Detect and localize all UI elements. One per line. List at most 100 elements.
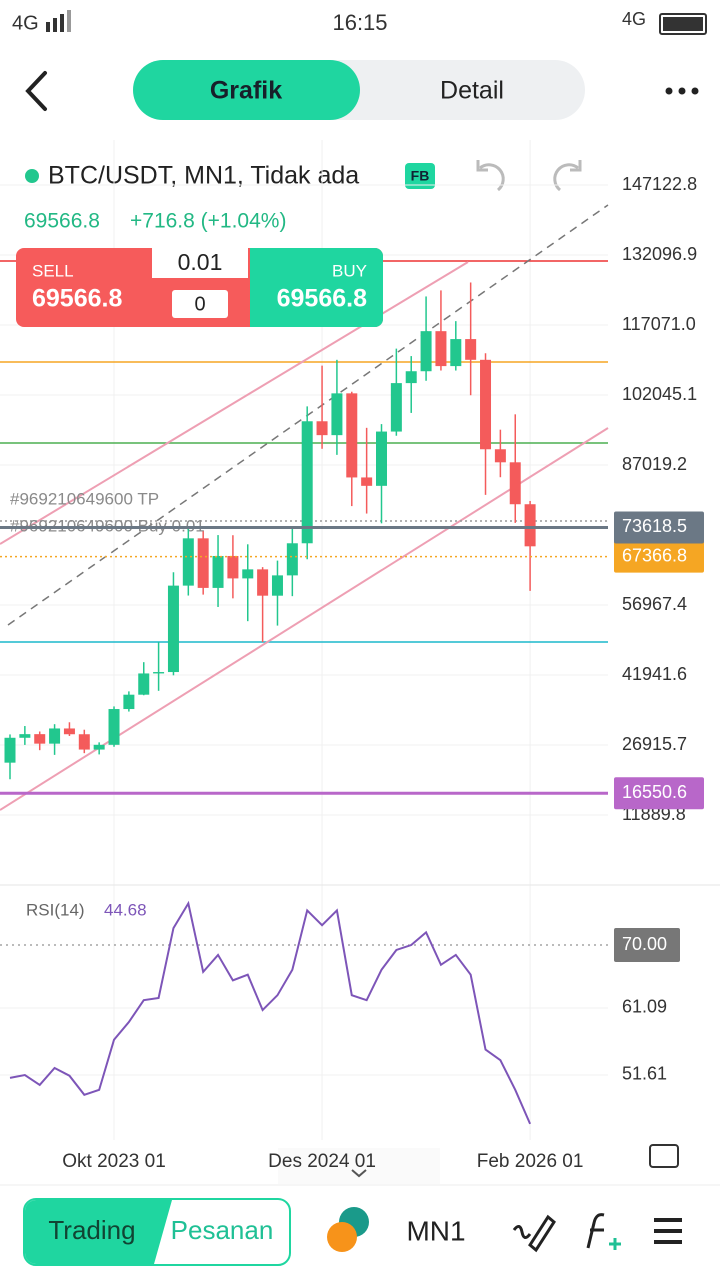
candle-body (78, 734, 90, 750)
candle-body (435, 331, 447, 367)
candle-body (316, 421, 328, 436)
candle-body (34, 734, 46, 744)
battery (659, 13, 707, 35)
draw-tool[interactable] (512, 1214, 556, 1253)
price-change: +716.8 (+1.04%) (130, 210, 286, 233)
candle-body (331, 393, 343, 436)
candle-body (524, 504, 536, 547)
channel-line (0, 261, 469, 545)
x-tick-label: Feb 2026 01 (477, 1151, 584, 1172)
y-tick-label: 87019.2 (622, 454, 687, 474)
moon-icon (596, 12, 612, 30)
layout-button[interactable] (649, 1144, 679, 1168)
candle-body (4, 737, 16, 763)
sell-price: 69566.8 (32, 285, 122, 313)
x-tick-label: Okt 2023 01 (62, 1151, 166, 1172)
candle-body (182, 538, 194, 586)
rsi-tag (614, 928, 680, 963)
candle-body (212, 555, 224, 588)
candle-body (301, 421, 313, 544)
candle-body (271, 575, 283, 596)
buy-label: BUY (332, 261, 367, 280)
rsi-value: 44.68 (104, 900, 147, 919)
candle-body (494, 449, 506, 463)
redo-button[interactable] (553, 160, 582, 192)
sell-label: SELL (32, 261, 74, 280)
rsi-tick-label: 70.00 (622, 934, 667, 954)
count-box[interactable] (172, 290, 228, 318)
order-label: #969210649600 TP (10, 489, 159, 508)
network-right: 4G (622, 9, 646, 29)
grid (0, 140, 608, 1140)
candle-body (361, 477, 373, 486)
price-tag (614, 777, 704, 810)
candle-body (346, 393, 358, 478)
chevron[interactable] (351, 1169, 367, 1178)
count: 0 (194, 293, 205, 315)
indicator-plus[interactable] (609, 1238, 621, 1250)
candle-body (49, 728, 61, 744)
price-tag (614, 511, 704, 544)
price-tag (614, 540, 704, 573)
candle-body (376, 431, 387, 486)
price: 69566.8 (24, 210, 100, 233)
y-tick-label: 41941.6 (622, 664, 687, 684)
y-tick-label: 147122.8 (622, 174, 697, 194)
indicator-tool[interactable] (586, 1213, 605, 1249)
y-tick-label: 26915.7 (622, 734, 687, 754)
price-tag-label: 16550.6 (622, 782, 687, 802)
candle-body (123, 694, 135, 710)
orders-tab[interactable]: Pesanan (171, 1215, 274, 1245)
y-tick-label: 102045.1 (622, 384, 697, 404)
list-menu[interactable] (654, 1218, 682, 1244)
battery-level (663, 17, 703, 31)
tab-active[interactable] (133, 60, 360, 120)
rsi-line (9, 900, 532, 1125)
candle-body (197, 538, 209, 588)
signal-icon (46, 10, 71, 32)
y-tick-label: 56967.4 (622, 594, 687, 614)
tab[interactable]: Grafik (210, 77, 282, 105)
candle-body (153, 672, 165, 674)
candle-body (108, 709, 120, 745)
clock: 16:15 (332, 10, 387, 35)
lot: 0.01 (178, 249, 223, 275)
badge: FB (411, 168, 430, 184)
rsi-tick-label: 61.09 (622, 997, 667, 1017)
mode-active[interactable] (25, 1200, 172, 1264)
status-dot (25, 169, 39, 183)
candle-body (257, 569, 269, 596)
candle-body (242, 569, 254, 579)
rsi-name: RSI(14) (26, 900, 85, 919)
buy-button[interactable] (250, 248, 383, 327)
candle-body (167, 585, 179, 673)
candle-body (509, 462, 521, 505)
trading-tab[interactable]: Trading (48, 1215, 135, 1245)
candle-body (405, 371, 417, 384)
plot (0, 282, 608, 1125)
buy-price: 69566.8 (277, 285, 367, 313)
candle-body (420, 331, 432, 372)
menu-button[interactable] (665, 87, 699, 95)
tab[interactable]: Detail (440, 77, 504, 105)
candle-body (227, 555, 239, 579)
trend-line (7, 204, 609, 626)
btc-icon[interactable] (327, 1222, 357, 1252)
candle-body (450, 339, 462, 367)
candle-body (286, 543, 298, 576)
back-button[interactable] (25, 71, 47, 111)
y-tick-label: 132096.9 (622, 244, 697, 264)
candle-body (390, 383, 402, 432)
price-tag-label: 67366.8 (622, 545, 687, 565)
undo-button[interactable] (476, 160, 505, 192)
candle-body (465, 339, 477, 360)
timeframe[interactable]: MN1 (406, 1215, 465, 1246)
lot-box[interactable] (152, 248, 248, 278)
y-tick-label: 117071.0 (622, 314, 696, 334)
scroll-hint[interactable] (278, 1148, 440, 1184)
x-tick-label: Des 2024 01 (268, 1151, 376, 1172)
candle-body (19, 734, 31, 738)
candle-body (93, 744, 105, 750)
